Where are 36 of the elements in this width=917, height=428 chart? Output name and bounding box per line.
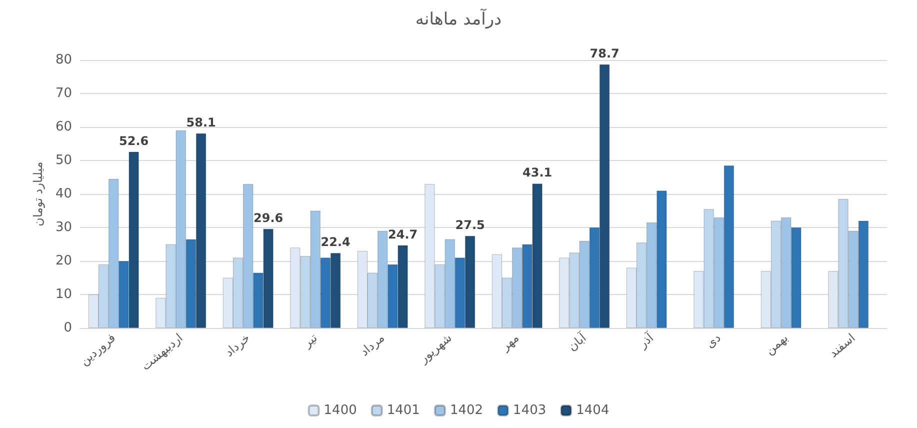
legend-label: 1400	[324, 403, 357, 418]
y-tick-label: 10	[55, 287, 72, 302]
x-tick-label: بهمن	[762, 330, 791, 358]
legend-label: 1402	[450, 403, 484, 418]
data-label: 58.1	[186, 115, 216, 130]
y-axis-title: میلیارد تومان	[31, 162, 45, 226]
y-tick-label: 80	[55, 52, 72, 68]
y-tick-label: 30	[55, 220, 72, 235]
x-tick-label: اردیبهشت	[138, 330, 186, 374]
data-label: 52.6	[118, 134, 149, 148]
data-label: 43.1	[522, 166, 552, 180]
x-tick-label: مرداد	[357, 330, 388, 359]
y-tick-label: 50	[55, 153, 72, 168]
x-tick-label: شهریور	[416, 330, 454, 366]
x-tick-label: فروردین	[77, 330, 118, 368]
legend-label: 1404	[576, 403, 610, 418]
x-tick-label: مهر	[498, 330, 522, 354]
legend-label: 1401	[386, 403, 420, 418]
x-tick-label: آبان	[564, 329, 590, 354]
y-tick-label: 20	[55, 254, 72, 268]
data-label: 24.7	[388, 227, 418, 242]
legend-label: 1403	[513, 403, 546, 418]
y-tick-label: 0	[64, 320, 72, 336]
x-tick-label: تیر	[300, 330, 320, 351]
data-label: 22.4	[320, 234, 350, 249]
y-tick-label: 70	[55, 86, 72, 101]
data-label: 78.7	[590, 46, 620, 60]
y-tick-label: 40	[55, 186, 72, 202]
chart-title: درآمد ماهانه	[415, 8, 502, 30]
data-label: 27.5	[455, 218, 485, 232]
data-label: 29.6	[253, 210, 284, 225]
x-tick-label: دی	[703, 330, 724, 351]
y-tick-label: 60	[55, 120, 72, 134]
x-tick-label: آذر	[634, 329, 657, 352]
x-tick-label: خرداد	[222, 330, 253, 360]
x-tick-label: اسفند	[826, 330, 858, 360]
